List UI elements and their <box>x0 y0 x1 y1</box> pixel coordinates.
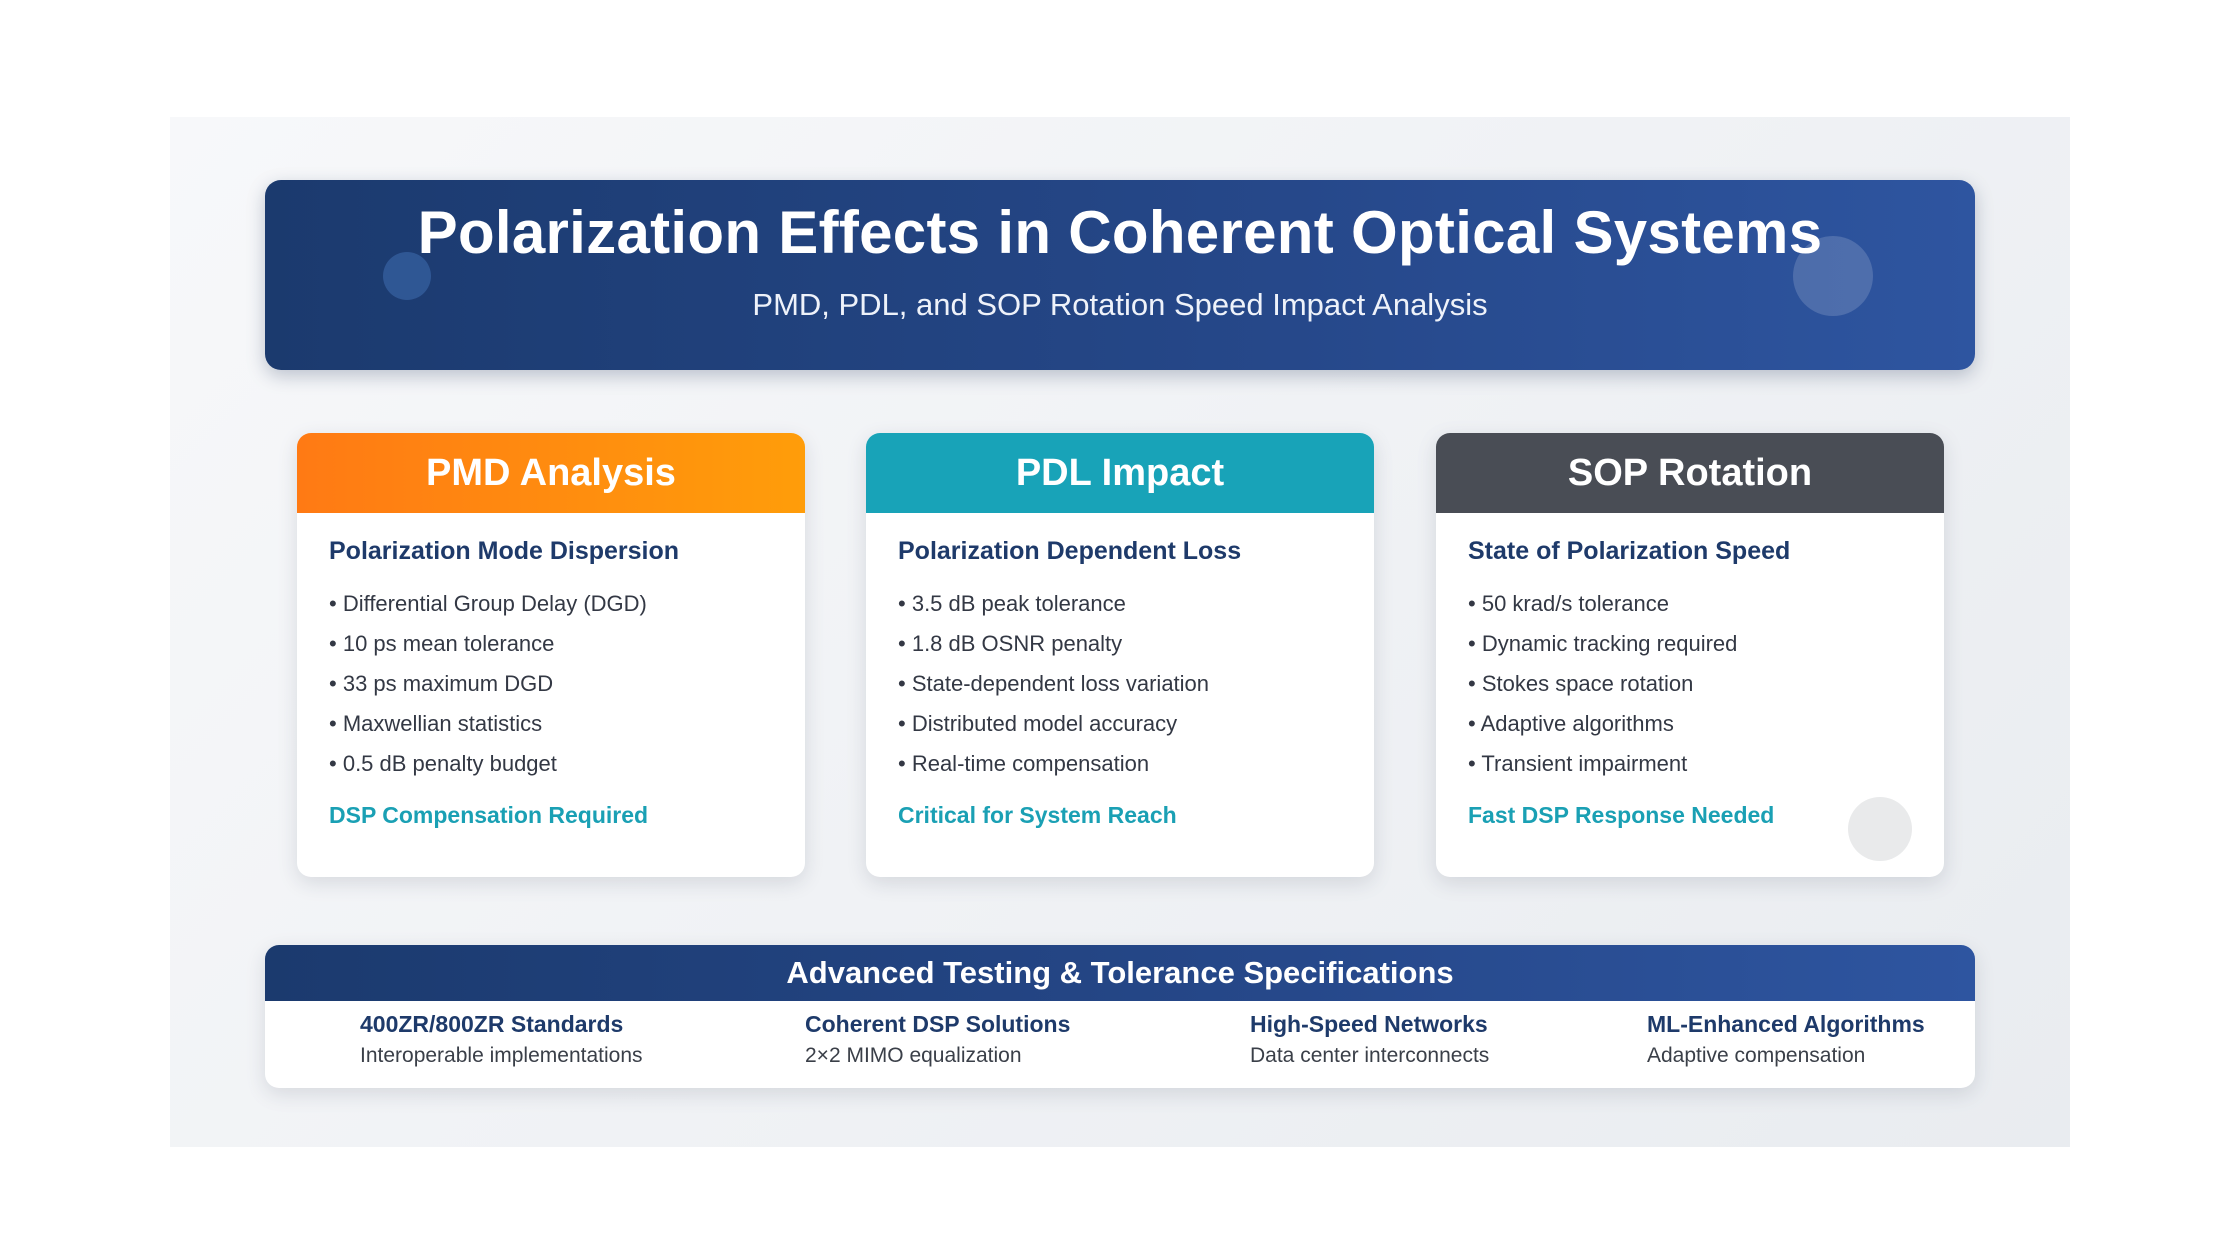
card-title: PDL Impact <box>866 433 1374 513</box>
card-title: SOP Rotation <box>1436 433 1944 513</box>
list-item: 33 ps maximum DGD <box>329 664 773 704</box>
footer-item-title: High-Speed Networks <box>1250 1011 1488 1037</box>
decorative-circle <box>383 252 431 300</box>
card-note: Fast DSP Response Needed <box>1468 802 1775 828</box>
footer-item-title: ML-Enhanced Algorithms <box>1647 1011 1925 1037</box>
footer-item-title: 400ZR/800ZR Standards <box>360 1011 624 1037</box>
card-note: Critical for System Reach <box>898 802 1177 828</box>
card-note: DSP Compensation Required <box>329 802 649 828</box>
list-item: Adaptive algorithms <box>1468 704 1912 744</box>
list-item: 1.8 dB OSNR penalty <box>898 624 1342 664</box>
card-list: 3.5 dB peak tolerance 1.8 dB OSNR penalt… <box>898 584 1342 784</box>
card-list: Differential Group Delay (DGD) 10 ps mea… <box>329 584 773 784</box>
page-subtitle: PMD, PDL, and SOP Rotation Speed Impact … <box>752 287 1488 322</box>
card-list: 50 krad/s tolerance Dynamic tracking req… <box>1468 584 1912 784</box>
card-pmd-analysis: PMD Analysis Polarization Mode Dispersio… <box>297 433 805 877</box>
footer-item-title: Coherent DSP Solutions <box>805 1011 1071 1037</box>
card-subtitle: State of Polarization Speed <box>1468 537 1791 565</box>
list-item: Distributed model accuracy <box>898 704 1342 744</box>
list-item: Transient impairment <box>1468 744 1912 784</box>
card-title: PMD Analysis <box>297 433 805 513</box>
footer-item: ML-Enhanced Algorithms Adaptive compensa… <box>1647 1007 1925 1071</box>
footer-item-desc: Data center interconnects <box>1250 1044 1490 1067</box>
list-item: Maxwellian statistics <box>329 704 773 744</box>
list-item: 3.5 dB peak tolerance <box>898 584 1342 624</box>
list-item: Stokes space rotation <box>1468 664 1912 704</box>
footer-title: Advanced Testing & Tolerance Specificati… <box>265 945 1975 1001</box>
list-item: 10 ps mean tolerance <box>329 624 773 664</box>
card-pdl-impact: PDL Impact Polarization Dependent Loss 3… <box>866 433 1374 877</box>
list-item: 0.5 dB penalty budget <box>329 744 773 784</box>
list-item: Real-time compensation <box>898 744 1342 784</box>
footer-specs-panel: Advanced Testing & Tolerance Specificati… <box>265 945 1975 1088</box>
header-banner: Polarization Effects in Coherent Optical… <box>265 180 1975 370</box>
footer-item: Coherent DSP Solutions 2×2 MIMO equaliza… <box>805 1007 1070 1071</box>
list-item: Dynamic tracking required <box>1468 624 1912 664</box>
card-sop-rotation: SOP Rotation State of Polarization Speed… <box>1436 433 1944 877</box>
list-item: State-dependent loss variation <box>898 664 1342 704</box>
footer-item-desc: 2×2 MIMO equalization <box>805 1044 1022 1067</box>
card-subtitle: Polarization Dependent Loss <box>898 537 1242 565</box>
list-item: 50 krad/s tolerance <box>1468 584 1912 624</box>
slide: Polarization Effects in Coherent Optical… <box>170 117 2070 1147</box>
footer-item-desc: Adaptive compensation <box>1647 1044 1866 1067</box>
card-subtitle: Polarization Mode Dispersion <box>329 537 680 565</box>
footer-item: High-Speed Networks Data center intercon… <box>1250 1007 1489 1071</box>
decorative-circle <box>1848 797 1912 861</box>
page-title: Polarization Effects in Coherent Optical… <box>417 199 1823 266</box>
list-item: Differential Group Delay (DGD) <box>329 584 773 624</box>
footer-item: 400ZR/800ZR Standards Interoperable impl… <box>360 1007 643 1071</box>
decorative-circle <box>1793 236 1873 316</box>
footer-item-desc: Interoperable implementations <box>360 1044 643 1067</box>
